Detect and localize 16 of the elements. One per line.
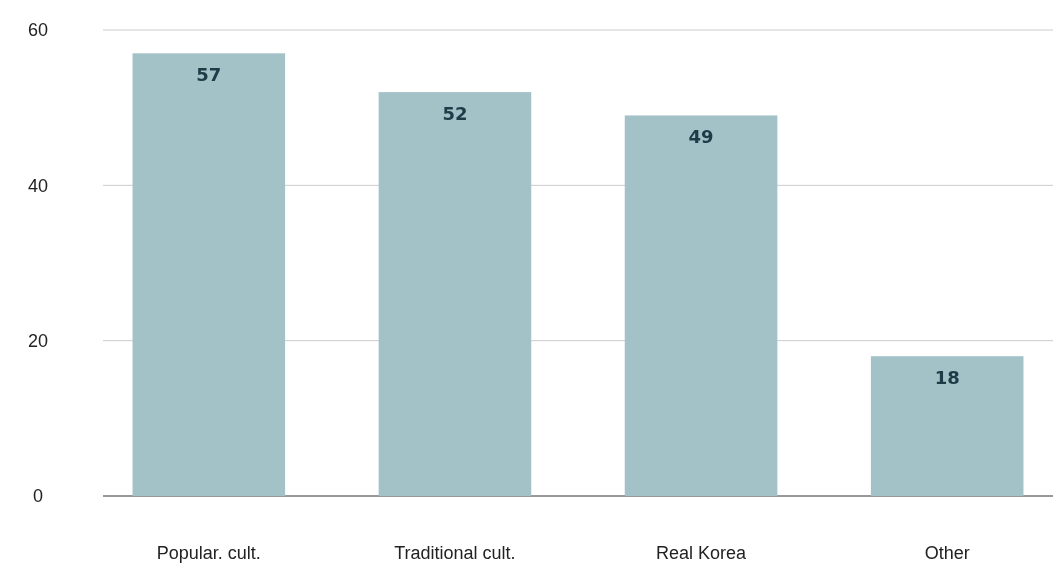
x-tick-label: Other [924,543,970,563]
x-tick-label: Real Korea [656,543,748,563]
x-tick-label: Popular. cult. [156,543,261,563]
data-label: 49 [688,126,714,148]
y-tick-label: 20 [27,330,49,351]
y-tick-label: 60 [27,20,49,41]
y-tick-label: 0 [32,486,44,507]
x-tick-label: Traditional cult. [394,543,516,563]
bar [378,92,532,496]
data-label: 18 [934,367,960,389]
bar [870,356,1024,496]
y-tick-label: 40 [27,175,49,196]
data-label: 52 [442,103,468,125]
bar [132,53,286,496]
bar [624,115,778,496]
data-label: 57 [196,64,222,86]
